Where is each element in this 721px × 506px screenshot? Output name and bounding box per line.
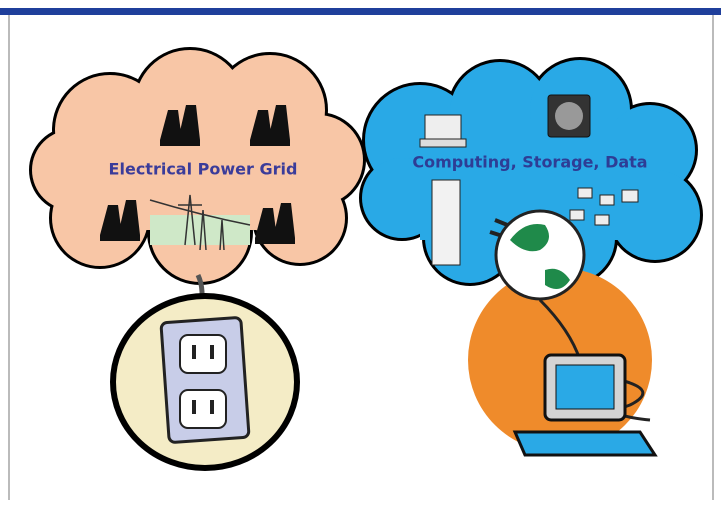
illustration: Electrical Power Grid Computing, Storage… [0, 0, 721, 506]
top-bar [0, 8, 721, 15]
computing-label: Computing, Storage, Data [412, 153, 647, 172]
power-label: Electrical Power Grid [109, 160, 298, 179]
